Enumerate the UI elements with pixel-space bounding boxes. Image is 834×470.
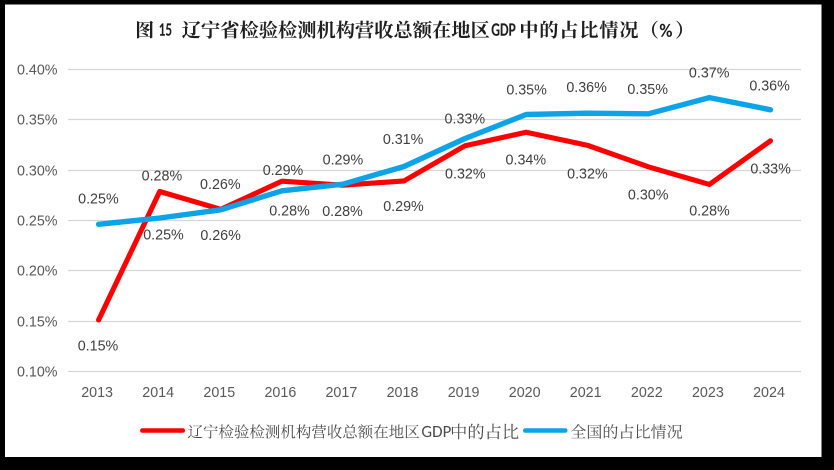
svg-text:0.25%: 0.25% bbox=[143, 228, 184, 244]
svg-text:0.32%: 0.32% bbox=[445, 166, 486, 182]
svg-text:0.28%: 0.28% bbox=[689, 203, 730, 219]
svg-text:0.33%: 0.33% bbox=[750, 162, 791, 178]
svg-text:2018: 2018 bbox=[387, 385, 419, 401]
svg-text:2013: 2013 bbox=[81, 385, 113, 401]
svg-text:0.25%: 0.25% bbox=[78, 192, 119, 208]
svg-text:0.26%: 0.26% bbox=[200, 177, 241, 193]
svg-text:0.31%: 0.31% bbox=[383, 132, 424, 148]
svg-text:0.40%: 0.40% bbox=[17, 63, 58, 79]
svg-text:0.37%: 0.37% bbox=[689, 66, 730, 82]
svg-text:2019: 2019 bbox=[448, 385, 480, 401]
svg-text:0.29%: 0.29% bbox=[383, 199, 424, 215]
svg-text:2020: 2020 bbox=[509, 385, 541, 401]
svg-text:0.35%: 0.35% bbox=[627, 82, 668, 98]
svg-text:0.34%: 0.34% bbox=[506, 153, 547, 169]
svg-text:0.10%: 0.10% bbox=[17, 365, 58, 381]
svg-text:0.30%: 0.30% bbox=[628, 187, 669, 203]
svg-text:0.36%: 0.36% bbox=[749, 79, 790, 95]
svg-text:2015: 2015 bbox=[203, 385, 235, 401]
svg-text:0.33%: 0.33% bbox=[445, 112, 486, 128]
svg-text:0.35%: 0.35% bbox=[506, 82, 547, 98]
svg-text:0.28%: 0.28% bbox=[142, 169, 183, 185]
svg-text:2017: 2017 bbox=[325, 385, 357, 401]
svg-text:0.28%: 0.28% bbox=[269, 204, 310, 220]
svg-text:0.29%: 0.29% bbox=[263, 163, 304, 179]
svg-text:0.15%: 0.15% bbox=[78, 339, 119, 355]
svg-text:0.36%: 0.36% bbox=[566, 80, 607, 96]
svg-text:0.26%: 0.26% bbox=[200, 228, 241, 244]
svg-text:0.20%: 0.20% bbox=[17, 264, 58, 280]
svg-text:2023: 2023 bbox=[692, 385, 724, 401]
svg-text:2024: 2024 bbox=[753, 385, 785, 401]
svg-text:0.29%: 0.29% bbox=[323, 153, 364, 169]
svg-text:0.35%: 0.35% bbox=[17, 113, 58, 129]
svg-text:0.30%: 0.30% bbox=[17, 164, 58, 180]
svg-text:2016: 2016 bbox=[264, 385, 296, 401]
svg-text:0.25%: 0.25% bbox=[17, 214, 58, 230]
svg-text:0.32%: 0.32% bbox=[567, 166, 608, 182]
svg-text:2022: 2022 bbox=[631, 385, 663, 401]
svg-text:0.15%: 0.15% bbox=[17, 315, 58, 331]
svg-text:2014: 2014 bbox=[142, 385, 174, 401]
svg-text:0.28%: 0.28% bbox=[322, 204, 363, 220]
svg-text:2021: 2021 bbox=[570, 385, 602, 401]
